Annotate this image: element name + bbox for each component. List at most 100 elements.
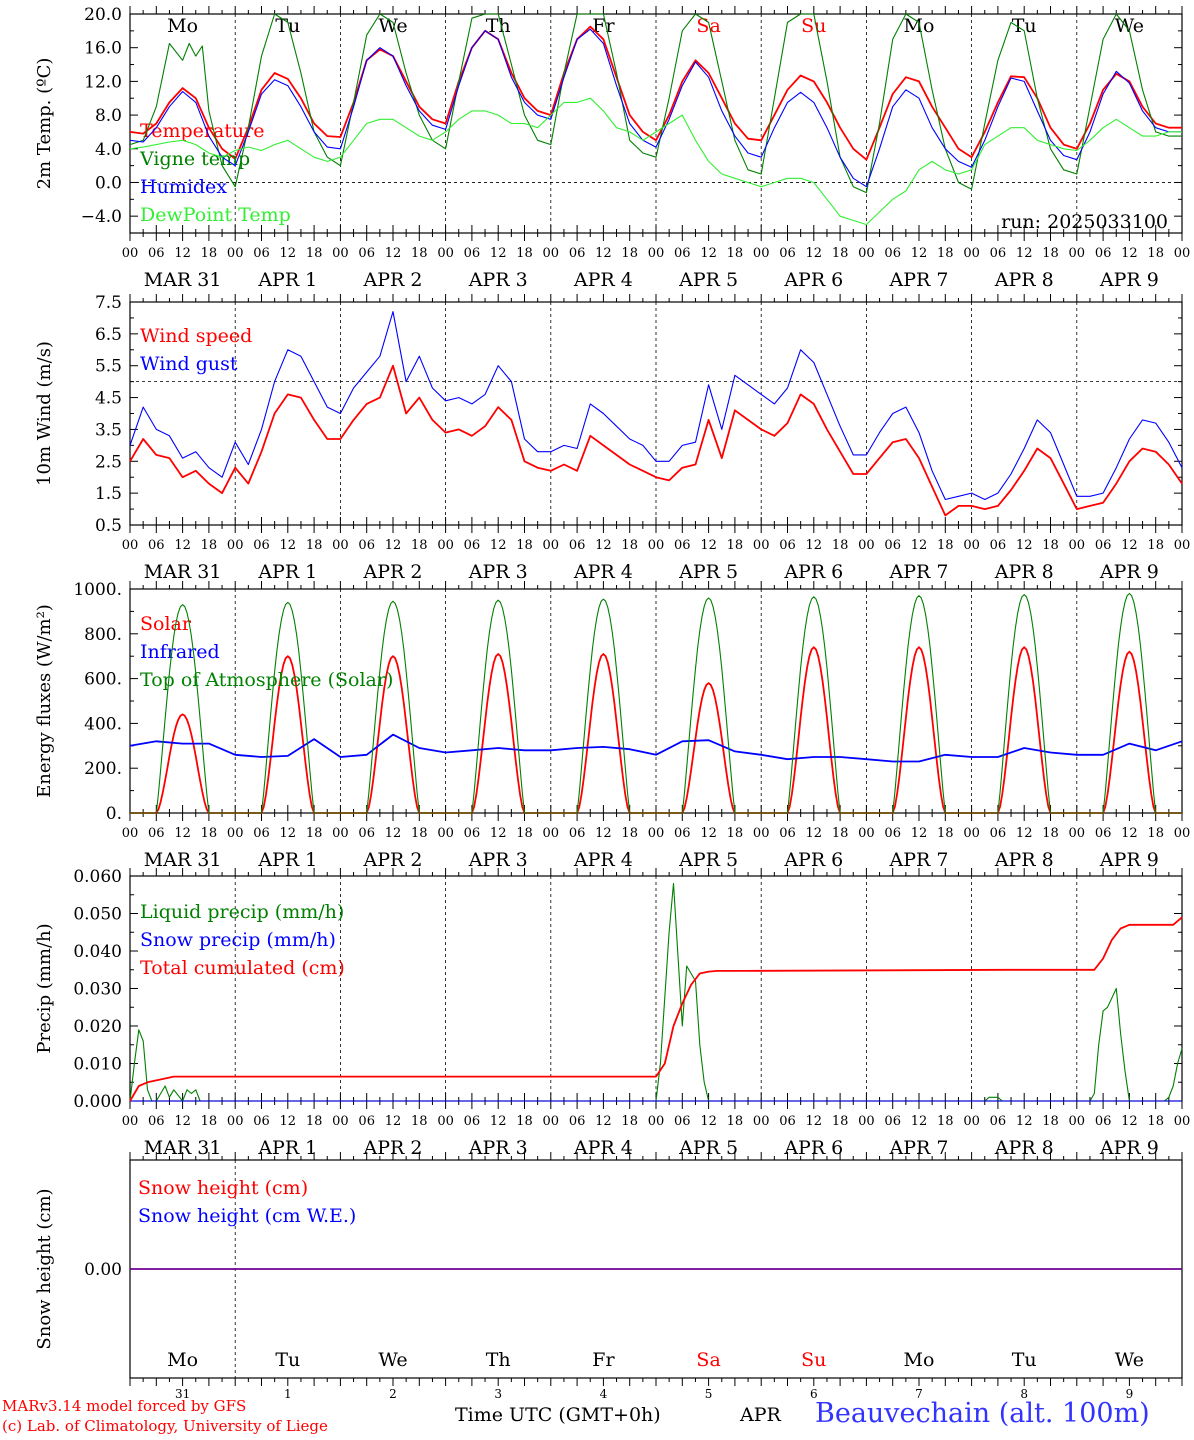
x-hour-label: 18 — [727, 538, 744, 553]
legend-entry: Liquid precip (mm/h) — [140, 901, 344, 923]
series-line-wind-speed — [129, 364, 1183, 517]
x-date-label: APR 2 — [363, 269, 423, 291]
x-hour-label: 18 — [516, 246, 533, 261]
x-hour-label: 12 — [700, 826, 717, 841]
legend-entry: Top of Atmosphere (Solar) — [140, 669, 393, 691]
x-hour-label: 06 — [674, 246, 691, 261]
day-number-label: 5 — [705, 1387, 713, 1401]
x-hour-label: 00 — [963, 538, 980, 553]
x-hour-label: 00 — [1174, 1114, 1191, 1129]
x-hour-label: 06 — [779, 246, 796, 261]
x-hour-label: 12 — [385, 1114, 402, 1129]
x-hour-label: 12 — [911, 538, 928, 553]
x-date-label: APR 6 — [783, 1137, 843, 1159]
weekday-label: We — [1115, 1349, 1144, 1371]
x-hour-label: 12 — [1016, 246, 1033, 261]
x-hour-label: 06 — [358, 1114, 375, 1129]
x-hour-label: 18 — [1042, 1114, 1059, 1129]
x-hour-label: 06 — [358, 538, 375, 553]
x-date-label: APR 5 — [678, 269, 738, 291]
x-hour-label: 12 — [280, 826, 297, 841]
x-hour-label: 12 — [1016, 1114, 1033, 1129]
y-tick-label: 16.0 — [84, 39, 122, 59]
legend-entry: Total cumulated (cm) — [140, 957, 345, 979]
x-hour-label: 00 — [963, 246, 980, 261]
x-hour-label: 18 — [727, 1114, 744, 1129]
x-hour-label: 18 — [1042, 538, 1059, 553]
day-number-label: 9 — [1126, 1387, 1134, 1401]
x-hour-label: 06 — [1095, 538, 1112, 553]
legend-entry: Snow precip (mm/h) — [140, 929, 336, 951]
x-hour-label: 18 — [1147, 538, 1164, 553]
y-tick-label: 8.0 — [95, 106, 122, 126]
x-hour-label: 06 — [990, 246, 1007, 261]
x-hour-label: 18 — [621, 826, 638, 841]
weekday-label: Th — [486, 1349, 511, 1371]
x-hour-label: 00 — [543, 538, 560, 553]
x-hour-label: 06 — [464, 826, 481, 841]
y-tick-label: 200. — [84, 759, 122, 779]
x-hour-label: 00 — [1174, 826, 1191, 841]
x-hour-label: 12 — [595, 246, 612, 261]
y-tick-label: 12.0 — [84, 72, 122, 92]
x-hour-label: 06 — [990, 538, 1007, 553]
x-hour-label: 18 — [832, 1114, 849, 1129]
x-hour-label: 18 — [832, 246, 849, 261]
x-hour-label: 12 — [700, 538, 717, 553]
x-date-label: MAR 31 — [144, 1137, 222, 1159]
legend-entry: Snow height (cm) — [138, 1177, 308, 1199]
series-line-temperature — [129, 25, 1182, 161]
legend-entry: Temperature — [140, 120, 264, 142]
series-line-infrared — [129, 733, 1183, 763]
x-hour-label: 12 — [595, 826, 612, 841]
x-hour-label: 18 — [411, 826, 428, 841]
x-hour-label: 18 — [727, 246, 744, 261]
x-date-label: APR 4 — [573, 1137, 633, 1159]
x-date-label: APR 8 — [994, 849, 1054, 871]
x-hour-label: 06 — [884, 826, 901, 841]
weekday-label: Mo — [167, 1349, 198, 1371]
x-hour-label: 18 — [621, 246, 638, 261]
x-date-label: APR 2 — [363, 561, 423, 583]
x-hour-label: 12 — [174, 538, 191, 553]
panel-2-frame — [129, 301, 1183, 526]
x-hour-label: 12 — [490, 826, 507, 841]
x-date-label: APR 5 — [678, 561, 738, 583]
x-hour-label: 12 — [490, 538, 507, 553]
x-date-label: APR 2 — [363, 849, 423, 871]
x-date-label: MAR 31 — [144, 849, 222, 871]
x-hour-label: 18 — [1147, 826, 1164, 841]
x-hour-label: 06 — [779, 826, 796, 841]
weekday-label: We — [378, 1349, 407, 1371]
x-hour-label: 06 — [148, 826, 165, 841]
weekday-label: Tu — [1012, 1349, 1037, 1371]
x-hour-label: 18 — [1147, 246, 1164, 261]
y-tick-label: 0.00 — [84, 1260, 122, 1280]
x-hour-label: 00 — [332, 826, 349, 841]
x-hour-label: 00 — [648, 538, 665, 553]
y-tick-label: 0.040 — [73, 942, 122, 962]
x-hour-label: 12 — [385, 826, 402, 841]
x-hour-label: 12 — [595, 1114, 612, 1129]
x-hour-label: 06 — [148, 246, 165, 261]
x-hour-label: 18 — [937, 246, 954, 261]
run-label: run: 2025033100 — [1001, 211, 1168, 233]
y-tick-label: 0.000 — [73, 1092, 122, 1112]
x-date-label: APR 6 — [783, 561, 843, 583]
x-hour-label: 18 — [1147, 1114, 1164, 1129]
x-hour-label: 00 — [1069, 1114, 1086, 1129]
x-date-label: MAR 31 — [144, 269, 222, 291]
x-hour-label: 06 — [569, 246, 586, 261]
legend-entry: Infrared — [140, 641, 220, 663]
y-tick-label: 0.030 — [73, 980, 122, 1000]
x-hour-label: 12 — [385, 246, 402, 261]
x-hour-label: 00 — [963, 826, 980, 841]
x-hour-label: 18 — [306, 246, 323, 261]
x-hour-label: 00 — [753, 246, 770, 261]
x-hour-label: 00 — [122, 826, 139, 841]
day-number-label: 3 — [494, 1387, 502, 1401]
x-hour-label: 00 — [1069, 538, 1086, 553]
y-axis-label: 10m Wind (m/s) — [34, 341, 55, 486]
x-hour-label: 06 — [674, 826, 691, 841]
x-date-label: APR 9 — [1099, 1137, 1159, 1159]
